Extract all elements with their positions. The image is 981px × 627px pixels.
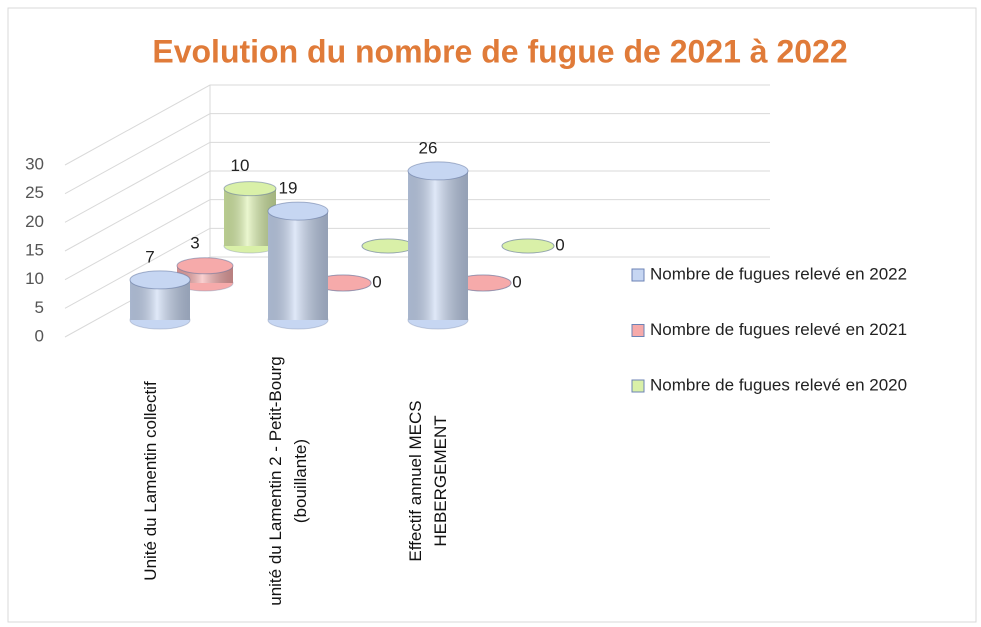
x-tick-label: unité du Lamentin 2 - Petit-Bourg (bouil… — [266, 356, 310, 606]
chart-title: Evolution du nombre de fugue de 2021 à 2… — [152, 33, 847, 69]
cylinder — [267, 201, 329, 330]
x-tick-label-box: Effectif annuel MECS HEBERGEMENT — [406, 400, 450, 562]
cylinder-top — [501, 238, 555, 254]
cylinder-shade — [224, 188, 276, 246]
legend-swatch — [631, 379, 645, 393]
legend-label: Nombre de fugues relevé en 2022 — [650, 264, 907, 283]
cylinder-top — [361, 238, 415, 254]
legend-swatch — [631, 324, 645, 337]
chart-border — [7, 7, 977, 623]
y-tick-label: 30 — [25, 154, 44, 173]
cylinder-shade — [268, 211, 328, 320]
cylinder — [223, 181, 277, 254]
cylinder-top — [407, 161, 469, 181]
data-label: 26 — [419, 138, 438, 157]
cylinder-top — [267, 201, 329, 221]
data-label: 0 — [372, 272, 381, 291]
legend-label: Nombre de fugues relevé en 2021 — [650, 320, 907, 339]
x-tick-label-box: unité du Lamentin 2 - Petit-Bourg (bouil… — [266, 356, 310, 606]
y-tick-label: 5 — [35, 298, 44, 317]
cylinder — [129, 270, 191, 330]
legend-label: Nombre de fugues relevé en 2020 — [650, 375, 907, 394]
legend-swatch — [631, 268, 645, 282]
cylinder — [501, 238, 555, 254]
y-tick-label: 20 — [25, 212, 44, 231]
cylinder — [176, 257, 234, 292]
y-tick-label: 15 — [25, 240, 44, 259]
cylinder-shade — [408, 170, 468, 320]
grid-line — [64, 84, 770, 166]
cylinder-top — [223, 181, 277, 197]
y-tick-label: 10 — [25, 269, 44, 288]
data-label: 0 — [512, 272, 521, 291]
data-label: 0 — [555, 235, 564, 254]
cylinder-top — [129, 270, 191, 290]
data-label: 7 — [145, 247, 154, 266]
data-label: 10 — [231, 156, 250, 175]
data-label: 3 — [190, 233, 199, 252]
data-label: 19 — [279, 179, 298, 198]
x-tick-label-box: Unité du Lamentin collectif — [140, 381, 160, 581]
x-tick-label: Unité du Lamentin collectif — [140, 381, 160, 581]
x-tick-label: Effectif annuel MECS HEBERGEMENT — [406, 400, 450, 562]
y-tick-label: 25 — [25, 183, 44, 202]
cylinder — [361, 238, 415, 254]
cylinder-top — [176, 257, 234, 275]
cylinder — [407, 161, 469, 330]
y-tick-label: 0 — [35, 326, 44, 345]
